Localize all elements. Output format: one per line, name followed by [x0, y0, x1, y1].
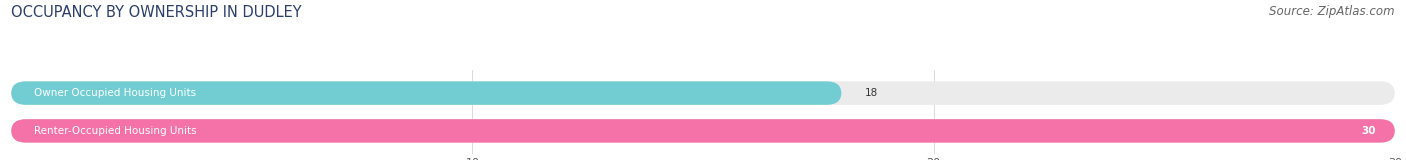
FancyBboxPatch shape [11, 119, 1395, 143]
Text: OCCUPANCY BY OWNERSHIP IN DUDLEY: OCCUPANCY BY OWNERSHIP IN DUDLEY [11, 5, 302, 20]
FancyBboxPatch shape [11, 81, 1395, 105]
Text: Renter-Occupied Housing Units: Renter-Occupied Housing Units [34, 126, 197, 136]
Text: 18: 18 [865, 88, 877, 98]
Text: Owner Occupied Housing Units: Owner Occupied Housing Units [34, 88, 197, 98]
FancyBboxPatch shape [11, 81, 841, 105]
Text: Source: ZipAtlas.com: Source: ZipAtlas.com [1270, 5, 1395, 18]
FancyBboxPatch shape [11, 119, 1395, 143]
Text: 30: 30 [1362, 126, 1376, 136]
